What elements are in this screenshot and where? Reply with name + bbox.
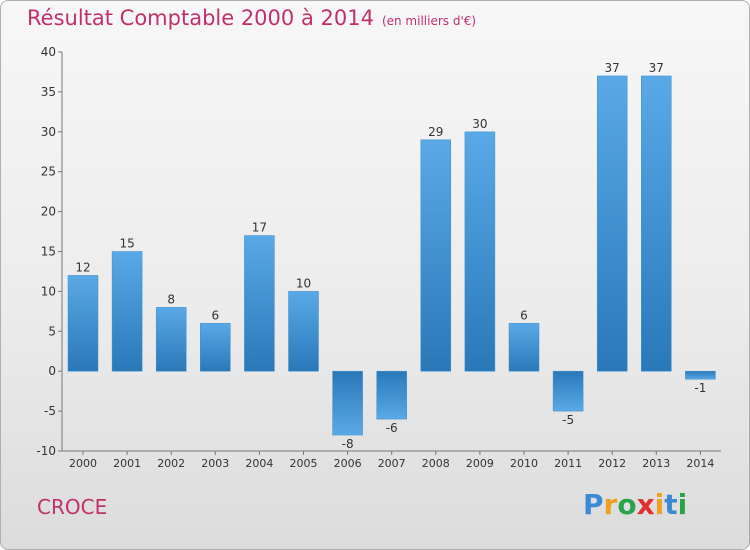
x-tick-label: 2003 xyxy=(201,457,229,470)
bar-value-label: 8 xyxy=(167,292,175,306)
bar-2013 xyxy=(641,75,672,372)
x-tick-label: 2013 xyxy=(642,457,670,470)
y-tick-label: 0 xyxy=(48,364,56,378)
bar-value-label: 6 xyxy=(211,308,219,322)
bar-2012 xyxy=(596,75,628,372)
logo-letter: t xyxy=(664,488,678,521)
y-tick-label: 15 xyxy=(41,245,56,259)
bar-value-label: -6 xyxy=(386,421,398,435)
bar-value-label: 12 xyxy=(75,260,90,274)
y-tick-label: 30 xyxy=(41,125,56,139)
bar-value-label: 37 xyxy=(649,61,664,75)
logo-letter: P xyxy=(583,488,604,521)
x-tick-label: 2014 xyxy=(686,457,714,470)
y-tick-label: 25 xyxy=(41,165,56,179)
bar-value-label: 30 xyxy=(472,117,487,131)
bar-2008 xyxy=(420,139,452,372)
x-tick-label: 2010 xyxy=(510,457,538,470)
logo-letter: o xyxy=(617,488,637,521)
bars xyxy=(67,75,716,436)
logo-letter: i xyxy=(677,488,688,521)
bar-2011 xyxy=(552,370,584,412)
x-tick-label: 2009 xyxy=(466,457,494,470)
x-tick-label: 2004 xyxy=(245,457,273,470)
bar-2006 xyxy=(332,370,363,436)
x-tick-label: 2012 xyxy=(598,457,626,470)
logo-letter: i xyxy=(654,488,665,521)
bar-2003 xyxy=(200,323,231,372)
y-tick-label: 40 xyxy=(41,45,56,59)
y-tick-label: -10 xyxy=(36,444,56,458)
y-tick-label: 20 xyxy=(41,205,56,219)
chart-subtitle: (en milliers d'€) xyxy=(381,14,477,28)
bar-2002 xyxy=(155,307,187,372)
bar-value-label: 17 xyxy=(252,221,267,235)
x-tick-label: 2006 xyxy=(334,457,362,470)
x-tick-label: 2011 xyxy=(554,457,582,470)
bar-2009 xyxy=(464,131,496,372)
y-tick-label: -5 xyxy=(44,404,56,418)
bar-2001 xyxy=(111,251,143,372)
x-tick-label: 2005 xyxy=(290,457,318,470)
bar-value-label: 6 xyxy=(520,308,528,322)
bar-2004 xyxy=(244,235,275,372)
x-tick-label: 2000 xyxy=(69,457,97,470)
commune-name: CROCE xyxy=(37,495,108,519)
x-tick-label: 2008 xyxy=(422,457,450,470)
bar-value-label: -8 xyxy=(342,437,354,451)
bar-2007 xyxy=(376,370,407,420)
x-tick-label: 2002 xyxy=(157,457,185,470)
bar-value-label: -5 xyxy=(562,413,574,427)
bar-value-label: 10 xyxy=(296,276,311,290)
bar-2014 xyxy=(685,370,716,380)
bar-value-label: 37 xyxy=(605,61,620,75)
bar-value-label: 29 xyxy=(428,125,443,139)
chart-title: Résultat Comptable 2000 à 2014 (en millie… xyxy=(27,6,476,30)
x-tick-label: 2001 xyxy=(113,457,141,470)
y-tick-label: 5 xyxy=(48,324,56,338)
axes: -10 -5 0 5 10 15 20 25 30 35 40 2000 2001 2002 2003 200… xyxy=(36,45,721,470)
bar-value-label: -1 xyxy=(694,381,706,395)
chart-title-text: Résultat Comptable 2000 à 2014 xyxy=(27,6,374,30)
y-tick-label: 10 xyxy=(41,284,56,298)
bar-2000 xyxy=(67,275,99,372)
logo-letter: r xyxy=(603,488,618,521)
logo-letter: x xyxy=(636,488,655,521)
y-tick-label: 35 xyxy=(41,85,56,99)
bar-value-label: 15 xyxy=(119,237,134,251)
x-tick-label: 2007 xyxy=(378,457,406,470)
data-labels: 12 15 8 6 17 10 -8 -6 29 30 6 -5 37 37 -1 xyxy=(75,61,706,451)
bar-2005 xyxy=(288,291,319,372)
proxiti-logo: Proxiti xyxy=(583,488,687,521)
bar-2010 xyxy=(508,323,540,372)
